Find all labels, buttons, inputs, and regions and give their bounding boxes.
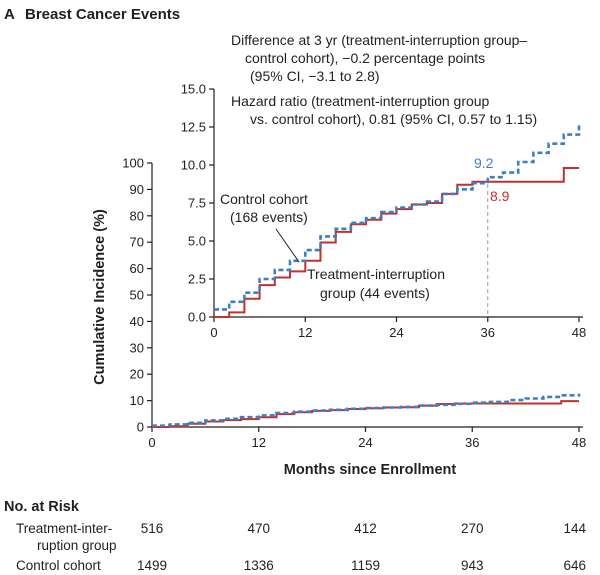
treatment-annotation-line-2: group (44 events) xyxy=(320,285,430,301)
main-treatment-interruption-line xyxy=(152,400,579,428)
main-x-tick-label: 0 xyxy=(148,435,155,450)
inset-x-tick-label: 24 xyxy=(389,325,403,340)
inset-y-tick-label: 7.5 xyxy=(188,196,206,211)
risk-value-cell: 516 xyxy=(141,521,164,536)
difference-annotation-line-2: control cohort), −0.2 percentage points xyxy=(245,50,485,66)
main-y-tick-label: 20 xyxy=(130,367,144,382)
inset-y-tick-label: 15.0 xyxy=(181,82,206,97)
control-3yr-value-label: 9.2 xyxy=(474,155,494,171)
main-x-tick-label: 12 xyxy=(252,435,266,450)
control-cohort-annotation-line-2: (168 events) xyxy=(230,209,308,225)
risk-value-cell: 1159 xyxy=(351,558,380,573)
risk-value-cell: 144 xyxy=(563,521,586,536)
inset-y-tick-label: 2.5 xyxy=(188,272,206,287)
inset-control-cohort-line xyxy=(214,125,581,311)
main-y-tick-label: 40 xyxy=(130,314,144,329)
main-y-tick-label: 60 xyxy=(130,261,144,276)
inset-y-tick-label: 5.0 xyxy=(188,234,206,249)
main-y-tick-label: 10 xyxy=(130,393,144,408)
risk-value-cell: 943 xyxy=(461,558,484,573)
main-plot: 0 10 20 30 40 50 60 70 80 90 100 0 12 24 36 48 Cumulat… xyxy=(92,156,586,479)
inset-y-tick-label: 0.0 xyxy=(188,310,206,325)
inset-x-tick-label: 48 xyxy=(572,325,586,340)
inset-x-tick-label: 0 xyxy=(210,325,217,340)
inset-x-tick-label: 36 xyxy=(481,325,495,340)
x-axis-title: Months since Enrollment xyxy=(284,462,457,478)
control-cohort-annotation-line-1: Control cohort xyxy=(220,191,308,207)
treatment-annotation-line-1: Treatment-interruption xyxy=(307,266,445,282)
risk-value-cell: 270 xyxy=(461,521,484,536)
risk-table: No. at Risk Treatment-inter- ruption gro… xyxy=(4,499,586,573)
inset-y-tick-label: 10.0 xyxy=(181,158,206,173)
risk-value-cell: 470 xyxy=(247,521,270,536)
risk-table-title: No. at Risk xyxy=(4,499,80,515)
y-axis-title: Cumulative Incidence (%) xyxy=(92,209,108,385)
panel-title: Breast Cancer Events xyxy=(25,6,180,23)
difference-annotation-line-1: Difference at 3 yr (treatment-interrupti… xyxy=(231,32,527,48)
risk-row-treatment-label-line-2: ruption group xyxy=(37,538,117,553)
main-y-tick-label: 0 xyxy=(137,420,144,435)
control-cohort-leader-line xyxy=(275,228,300,263)
inset-y-tick-label: 12.5 xyxy=(181,120,206,135)
panel-letter: A xyxy=(4,6,15,23)
risk-value-cell: 1499 xyxy=(137,558,167,573)
inset-plot: 0.0 2.5 5.0 7.5 10.0 12.5 15.0 0 12 24 36 48 9.2 8… xyxy=(181,32,587,340)
main-y-tick-label: 100 xyxy=(122,156,144,171)
risk-value-cell: 412 xyxy=(354,521,377,536)
main-x-tick-label: 24 xyxy=(358,435,372,450)
hazard-ratio-annotation-line-2: vs. control cohort), 0.81 (95% CI, 0.57 … xyxy=(250,111,537,127)
main-y-tick-label: 90 xyxy=(130,182,144,197)
main-y-tick-label: 50 xyxy=(130,288,144,303)
main-y-tick-label: 70 xyxy=(130,235,144,250)
risk-row-control-label: Control cohort xyxy=(16,558,101,573)
risk-value-cell: 1336 xyxy=(244,558,274,573)
hazard-ratio-annotation-line-1: Hazard ratio (treatment-interruption gro… xyxy=(231,93,490,109)
risk-row-treatment-label-line-1: Treatment-inter- xyxy=(16,521,112,536)
risk-value-cell: 646 xyxy=(563,558,586,573)
difference-annotation-line-3: (95% CI, −3.1 to 2.8) xyxy=(250,68,380,84)
main-y-tick-label: 30 xyxy=(130,340,144,355)
main-x-tick-label: 48 xyxy=(572,435,586,450)
treatment-3yr-value-label: 8.9 xyxy=(490,188,510,204)
inset-treatment-interruption-line xyxy=(214,167,579,318)
inset-x-tick-label: 12 xyxy=(298,325,312,340)
main-x-tick-label: 36 xyxy=(465,435,479,450)
main-y-tick-label: 80 xyxy=(130,208,144,223)
